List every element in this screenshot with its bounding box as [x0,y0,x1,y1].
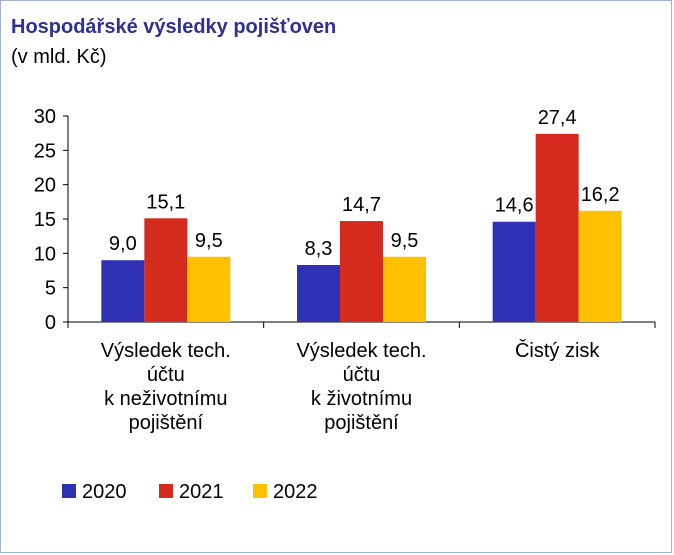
legend-swatch-2020 [62,484,76,498]
data-label: 15,1 [146,191,185,213]
y-tick-label: 15 [34,209,56,231]
category-label-line: účtu [343,364,381,386]
data-label: 16,2 [581,184,620,206]
legend-label: 2022 [273,481,318,503]
y-tick-label: 10 [34,243,56,265]
category-label-line: pojištění [324,412,399,434]
category-label: Výsledek tech. účtu k neživotnímu pojištění [101,340,231,434]
legend-label: 2020 [82,481,127,503]
bar-2022 [578,210,622,322]
bar-2021 [144,218,188,322]
category-label-line: Výsledek tech. [101,340,231,362]
category-label-line: Čistý zisk [515,339,600,362]
bar-2021 [340,221,383,322]
data-label: 9,5 [195,230,223,252]
y-tick-label: 20 [34,175,56,197]
category-label-line: pojištění [129,412,204,434]
y-tick-label: 5 [45,278,56,300]
legend-label: 2021 [179,481,224,503]
category-label-line: Výsledek tech. [296,340,426,362]
bar-2021 [535,133,579,322]
data-label: 14,7 [342,194,381,216]
bar-2022 [187,256,231,322]
category-label: Výsledek tech. účtu k životnímu pojištění [296,340,426,434]
y-tick-label: 0 [45,312,56,334]
y-tick-label: 30 [34,106,56,128]
bar-2020 [492,221,536,322]
legend-swatch-2021 [159,484,173,498]
data-label: 9,5 [391,230,419,252]
y-tick-label: 25 [34,140,56,162]
bar-2022 [383,256,426,322]
data-label: 14,6 [495,195,534,217]
category-label-line: k životnímu [311,388,412,410]
legend-swatch-2022 [253,484,267,498]
bar-2020 [297,265,340,322]
data-label: 27,4 [538,107,577,129]
data-label: 8,3 [305,238,333,260]
chart-title: Hospodářské výsledky pojišťoven [11,16,337,38]
data-label: 9,0 [109,233,137,255]
category-label-line: k neživotnímu [104,388,227,410]
bar-2020 [101,260,145,322]
category-label: Čistý zisk [515,339,600,362]
category-label-line: účtu [147,364,185,386]
chart-subtitle: (v mld. Kč) [11,46,107,68]
